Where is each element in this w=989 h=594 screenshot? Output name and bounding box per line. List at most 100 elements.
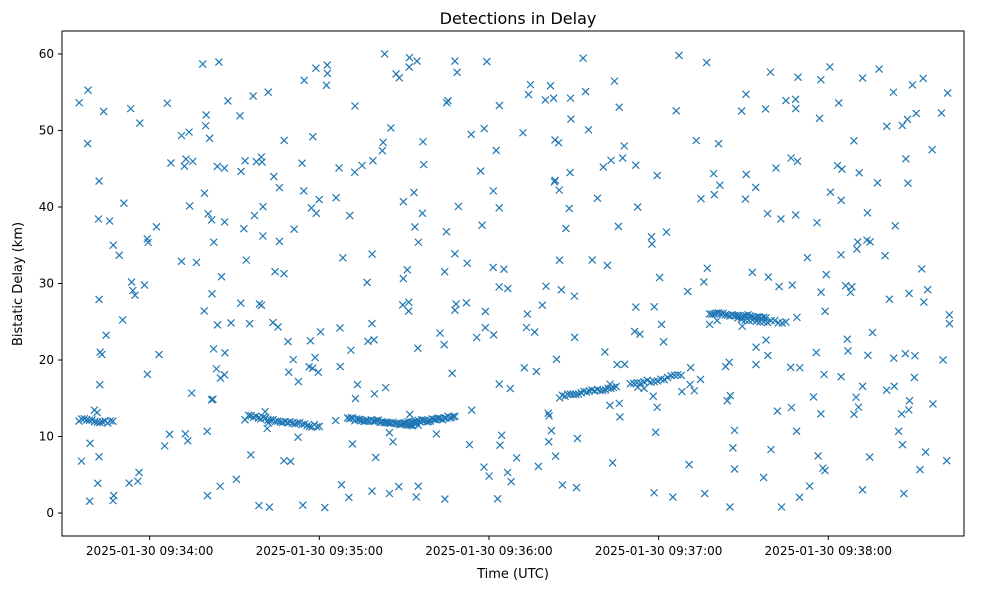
marker-stroke (714, 139, 723, 148)
marker-stroke (742, 90, 750, 99)
data-point-marker (344, 493, 353, 502)
data-point-marker (336, 324, 344, 332)
data-point-marker (532, 367, 541, 376)
data-point-marker (891, 221, 900, 230)
marker-stroke (742, 170, 751, 179)
data-point-marker (133, 477, 142, 486)
data-point-marker (945, 310, 954, 319)
data-point-marker (791, 95, 800, 104)
data-point-marker (322, 81, 331, 90)
data-point-marker (615, 413, 624, 421)
marker-stroke (495, 380, 504, 389)
data-point-marker (503, 468, 512, 477)
data-point-marker (738, 322, 747, 331)
data-point-marker (742, 90, 750, 99)
data-point-marker (242, 256, 251, 265)
data-point-marker (265, 503, 274, 512)
marker-stroke (937, 109, 946, 117)
data-point-marker (177, 257, 186, 266)
data-point-marker (703, 264, 712, 273)
marker-stroke (813, 218, 821, 227)
marker-stroke (250, 211, 259, 220)
marker-stroke (612, 382, 621, 391)
marker-stroke (699, 278, 708, 286)
data-point-marker (284, 368, 293, 377)
marker-stroke (77, 457, 86, 466)
marker-stroke (709, 169, 718, 178)
marker-stroke (489, 330, 498, 339)
data-point-marker (462, 298, 471, 307)
marker-stroke (721, 311, 730, 319)
data-point-marker (259, 202, 267, 211)
data-point-marker (929, 400, 937, 408)
data-point-marker (741, 195, 750, 204)
data-point-marker (495, 203, 504, 212)
data-point-marker (495, 101, 504, 110)
data-point-marker (271, 267, 279, 276)
data-point-marker (268, 318, 277, 327)
data-point-marker (258, 232, 267, 240)
data-point-marker (630, 327, 639, 336)
marker-stroke (119, 199, 128, 208)
marker-stroke (386, 124, 395, 132)
data-point-marker (220, 164, 229, 173)
marker-stroke (524, 90, 533, 99)
marker-stroke (207, 395, 216, 404)
data-point-marker (208, 289, 216, 298)
marker-stroke (454, 202, 463, 211)
data-point-marker (279, 456, 288, 465)
marker-stroke (615, 413, 624, 421)
data-point-marker (105, 217, 114, 225)
marker-stroke (284, 368, 293, 377)
data-point-marker (440, 495, 449, 503)
marker-stroke (608, 458, 617, 467)
marker-stroke (489, 263, 498, 272)
marker-stroke (599, 163, 608, 171)
data-point-marker (418, 209, 427, 218)
data-point-marker (813, 218, 821, 227)
data-point-marker (346, 346, 355, 355)
marker-stroke (394, 420, 403, 428)
marker-stroke (118, 316, 127, 324)
marker-stroke (855, 168, 864, 177)
marker-stroke (478, 221, 486, 230)
marker-stroke (767, 445, 775, 454)
data-point-marker (803, 253, 812, 262)
marker-stroke (702, 58, 711, 67)
data-point-marker (155, 350, 163, 359)
data-point-marker (776, 215, 785, 223)
marker-stroke (598, 386, 607, 395)
marker-stroke (748, 268, 757, 277)
marker-stroke (200, 189, 209, 198)
marker-stroke (135, 468, 143, 477)
data-point-marker (451, 412, 459, 421)
marker-stroke (187, 389, 196, 398)
data-point-marker (239, 224, 248, 233)
data-point-marker (787, 403, 796, 412)
data-point-marker (612, 382, 621, 391)
data-point-marker (910, 351, 919, 360)
marker-stroke (775, 282, 783, 291)
data-point-marker (788, 281, 797, 290)
data-point-marker (436, 329, 444, 338)
marker-stroke (795, 493, 804, 502)
marker-stroke (286, 417, 294, 426)
data-point-marker (847, 282, 856, 291)
data-point-marker (710, 309, 718, 318)
data-point-marker (544, 437, 553, 446)
marker-stroke (850, 410, 858, 419)
data-point-marker (298, 159, 306, 168)
marker-stroke (908, 80, 917, 89)
data-point-marker (165, 430, 174, 439)
marker-stroke (837, 372, 846, 381)
marker-stroke (482, 57, 491, 66)
marker-stroke (428, 415, 437, 423)
data-point-marker (593, 194, 602, 203)
data-point-marker (763, 209, 772, 218)
data-point-marker (85, 497, 94, 506)
marker-stroke (480, 124, 489, 133)
data-point-marker (737, 107, 746, 115)
data-point-marker (220, 217, 229, 226)
data-point-marker (882, 386, 891, 395)
marker-stroke (588, 256, 597, 264)
